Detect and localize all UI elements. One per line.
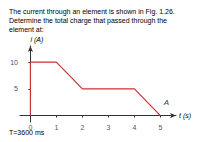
svg-text:Determine the total charge tha: Determine the total charge that passed t…	[9, 17, 167, 25]
svg-text:0: 0	[28, 124, 33, 131]
svg-text:3: 3	[106, 124, 110, 131]
svg-text:i (A): i (A)	[30, 36, 43, 44]
svg-text:t (s): t (s)	[179, 112, 191, 120]
svg-text:A: A	[163, 98, 169, 107]
svg-text:10: 10	[10, 59, 18, 66]
svg-text:5: 5	[14, 85, 18, 92]
svg-text:element at:: element at:	[9, 26, 44, 33]
svg-text:1: 1	[54, 124, 58, 131]
svg-text:The current through an element: The current through an element is shown …	[9, 8, 175, 16]
svg-text:4: 4	[132, 124, 136, 131]
svg-text:2: 2	[80, 124, 84, 131]
svg-text:T=3600 ms: T=3600 ms	[9, 129, 45, 136]
svg-text:5: 5	[158, 124, 162, 131]
